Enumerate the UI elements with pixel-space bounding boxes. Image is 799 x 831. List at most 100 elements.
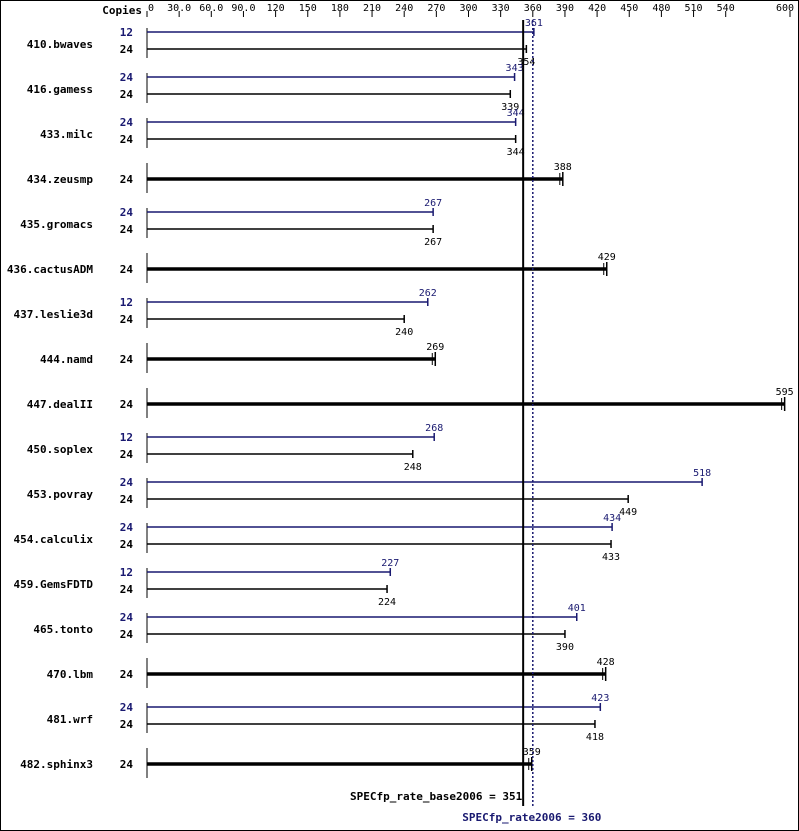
base-copies-count: 24 bbox=[120, 313, 134, 326]
benchmark-name: 482.sphinx3 bbox=[20, 758, 93, 771]
base-value-label: 449 bbox=[619, 507, 637, 518]
benchmark-name: 416.gamess bbox=[27, 83, 93, 96]
benchmark-row: 453.povray 24 518 24 449 bbox=[27, 468, 711, 518]
benchmark-row: 436.cactusADM 24 429 bbox=[7, 252, 616, 283]
value-label: 269 bbox=[426, 342, 444, 353]
benchmark-name: 450.soplex bbox=[27, 443, 94, 456]
base-copies-count: 24 bbox=[120, 718, 134, 731]
benchmark-row: 416.gamess 24 343 24 339 bbox=[27, 63, 524, 113]
base-value-label: 224 bbox=[378, 597, 396, 608]
peak-copies-count: 24 bbox=[120, 611, 134, 624]
peak-copies-count: 12 bbox=[120, 431, 133, 444]
peak-copies-count: 24 bbox=[120, 701, 134, 714]
peak-copies-count: 12 bbox=[120, 26, 133, 39]
peak-copies-count: 24 bbox=[120, 71, 134, 84]
peak-value-label: 262 bbox=[419, 288, 437, 299]
benchmark-row: 450.soplex 12 268 24 248 bbox=[27, 423, 443, 473]
benchmark-row: 433.milc 24 344 24 344 bbox=[40, 108, 525, 158]
copies-count: 24 bbox=[120, 173, 134, 186]
benchmark-row: 465.tonto 24 401 24 390 bbox=[33, 603, 585, 653]
peak-copies-count: 24 bbox=[120, 116, 134, 129]
benchmark-name: 470.lbm bbox=[47, 668, 94, 681]
peak-value-label: 268 bbox=[425, 423, 443, 434]
value-label: 595 bbox=[776, 387, 794, 398]
x-tick-label: 180 bbox=[331, 3, 349, 14]
benchmark-row: 410.bwaves 12 361 24 354 bbox=[27, 18, 543, 68]
x-tick-label: 450 bbox=[620, 3, 638, 14]
benchmark-row: 454.calculix 24 434 24 433 bbox=[14, 513, 622, 563]
benchmark-name: 435.gromacs bbox=[20, 218, 93, 231]
summary-lines: SPECfp_rate_base2006 = 351 SPECfp_rate20… bbox=[350, 20, 601, 824]
x-tick-label: 90.0 bbox=[231, 3, 255, 14]
base-copies-count: 24 bbox=[120, 88, 134, 101]
peak-value-label: 344 bbox=[507, 108, 525, 119]
benchmark-name: 459.GemsFDTD bbox=[14, 578, 94, 591]
x-tick-label: 360 bbox=[524, 3, 542, 14]
copies-count: 24 bbox=[120, 758, 134, 771]
copies-count: 24 bbox=[120, 263, 134, 276]
base-value-label: 433 bbox=[602, 552, 620, 563]
peak-value-label: 423 bbox=[591, 693, 609, 704]
peak-value-label: 267 bbox=[424, 198, 442, 209]
base-value-label: 339 bbox=[501, 102, 519, 113]
value-label: 359 bbox=[523, 747, 541, 758]
x-tick-label: 300 bbox=[459, 3, 477, 14]
copies-count: 24 bbox=[120, 668, 134, 681]
x-tick-label: 390 bbox=[556, 3, 574, 14]
x-tick-label: 60.0 bbox=[199, 3, 223, 14]
benchmark-row: 482.sphinx3 24 359 bbox=[20, 747, 541, 778]
x-tick-label: 420 bbox=[588, 3, 606, 14]
copies-header-label: Copies bbox=[102, 4, 142, 17]
x-tick-label: 0 bbox=[148, 3, 154, 14]
peak-copies-count: 24 bbox=[120, 206, 134, 219]
benchmark-name: 433.milc bbox=[40, 128, 93, 141]
x-tick-label: 150 bbox=[299, 3, 317, 14]
base-copies-count: 24 bbox=[120, 538, 134, 551]
value-label: 428 bbox=[597, 657, 615, 668]
base-copies-count: 24 bbox=[120, 583, 134, 596]
benchmark-name: 444.namd bbox=[40, 353, 93, 366]
peak-summary-label: SPECfp_rate2006 = 360 bbox=[462, 811, 601, 824]
peak-value-label: 343 bbox=[506, 63, 524, 74]
peak-copies-count: 24 bbox=[120, 521, 134, 534]
base-value-label: 248 bbox=[404, 462, 422, 473]
x-tick-label: 120 bbox=[267, 3, 285, 14]
x-tick-label: 270 bbox=[427, 3, 445, 14]
benchmark-row: 481.wrf 24 423 24 418 bbox=[47, 693, 610, 743]
copies-count: 24 bbox=[120, 353, 134, 366]
x-tick-label: 600 bbox=[776, 3, 794, 14]
x-tick-label: 330 bbox=[492, 3, 510, 14]
peak-value-label: 434 bbox=[603, 513, 621, 524]
x-tick-label: 240 bbox=[395, 3, 413, 14]
peak-value-label: 401 bbox=[568, 603, 586, 614]
value-label: 429 bbox=[598, 252, 616, 263]
peak-value-label: 227 bbox=[381, 558, 399, 569]
benchmark-name: 434.zeusmp bbox=[27, 173, 94, 186]
x-axis: 0 30.0 60.0 90.0 120 150 180 210 240 270 300 330 360… bbox=[146, 3, 794, 17]
x-tick-label: 480 bbox=[652, 3, 670, 14]
base-value-label: 390 bbox=[556, 642, 574, 653]
benchmark-name: 454.calculix bbox=[14, 533, 94, 546]
benchmark-row: 470.lbm 24 428 bbox=[47, 657, 615, 688]
benchmark-name: 481.wrf bbox=[47, 713, 93, 726]
base-summary-label: SPECfp_rate_base2006 = 351 bbox=[350, 790, 523, 803]
peak-copies-count: 12 bbox=[120, 296, 133, 309]
base-value-label: 344 bbox=[507, 147, 525, 158]
benchmark-row: 437.leslie3d 12 262 24 240 bbox=[14, 288, 437, 338]
benchmark-name: 437.leslie3d bbox=[14, 308, 93, 321]
base-value-label: 418 bbox=[586, 732, 604, 743]
benchmark-name: 453.povray bbox=[27, 488, 94, 501]
benchmark-name: 410.bwaves bbox=[27, 38, 93, 51]
benchmark-row: 434.zeusmp 24 388 bbox=[27, 162, 572, 193]
value-label: 388 bbox=[554, 162, 572, 173]
base-value-label: 267 bbox=[424, 237, 442, 248]
x-tick-label: 510 bbox=[685, 3, 703, 14]
copies-count: 24 bbox=[120, 398, 134, 411]
base-copies-count: 24 bbox=[120, 493, 134, 506]
base-copies-count: 24 bbox=[120, 133, 134, 146]
peak-copies-count: 24 bbox=[120, 476, 134, 489]
benchmark-name: 436.cactusADM bbox=[7, 263, 93, 276]
benchmark-name: 465.tonto bbox=[33, 623, 93, 636]
peak-copies-count: 12 bbox=[120, 566, 133, 579]
